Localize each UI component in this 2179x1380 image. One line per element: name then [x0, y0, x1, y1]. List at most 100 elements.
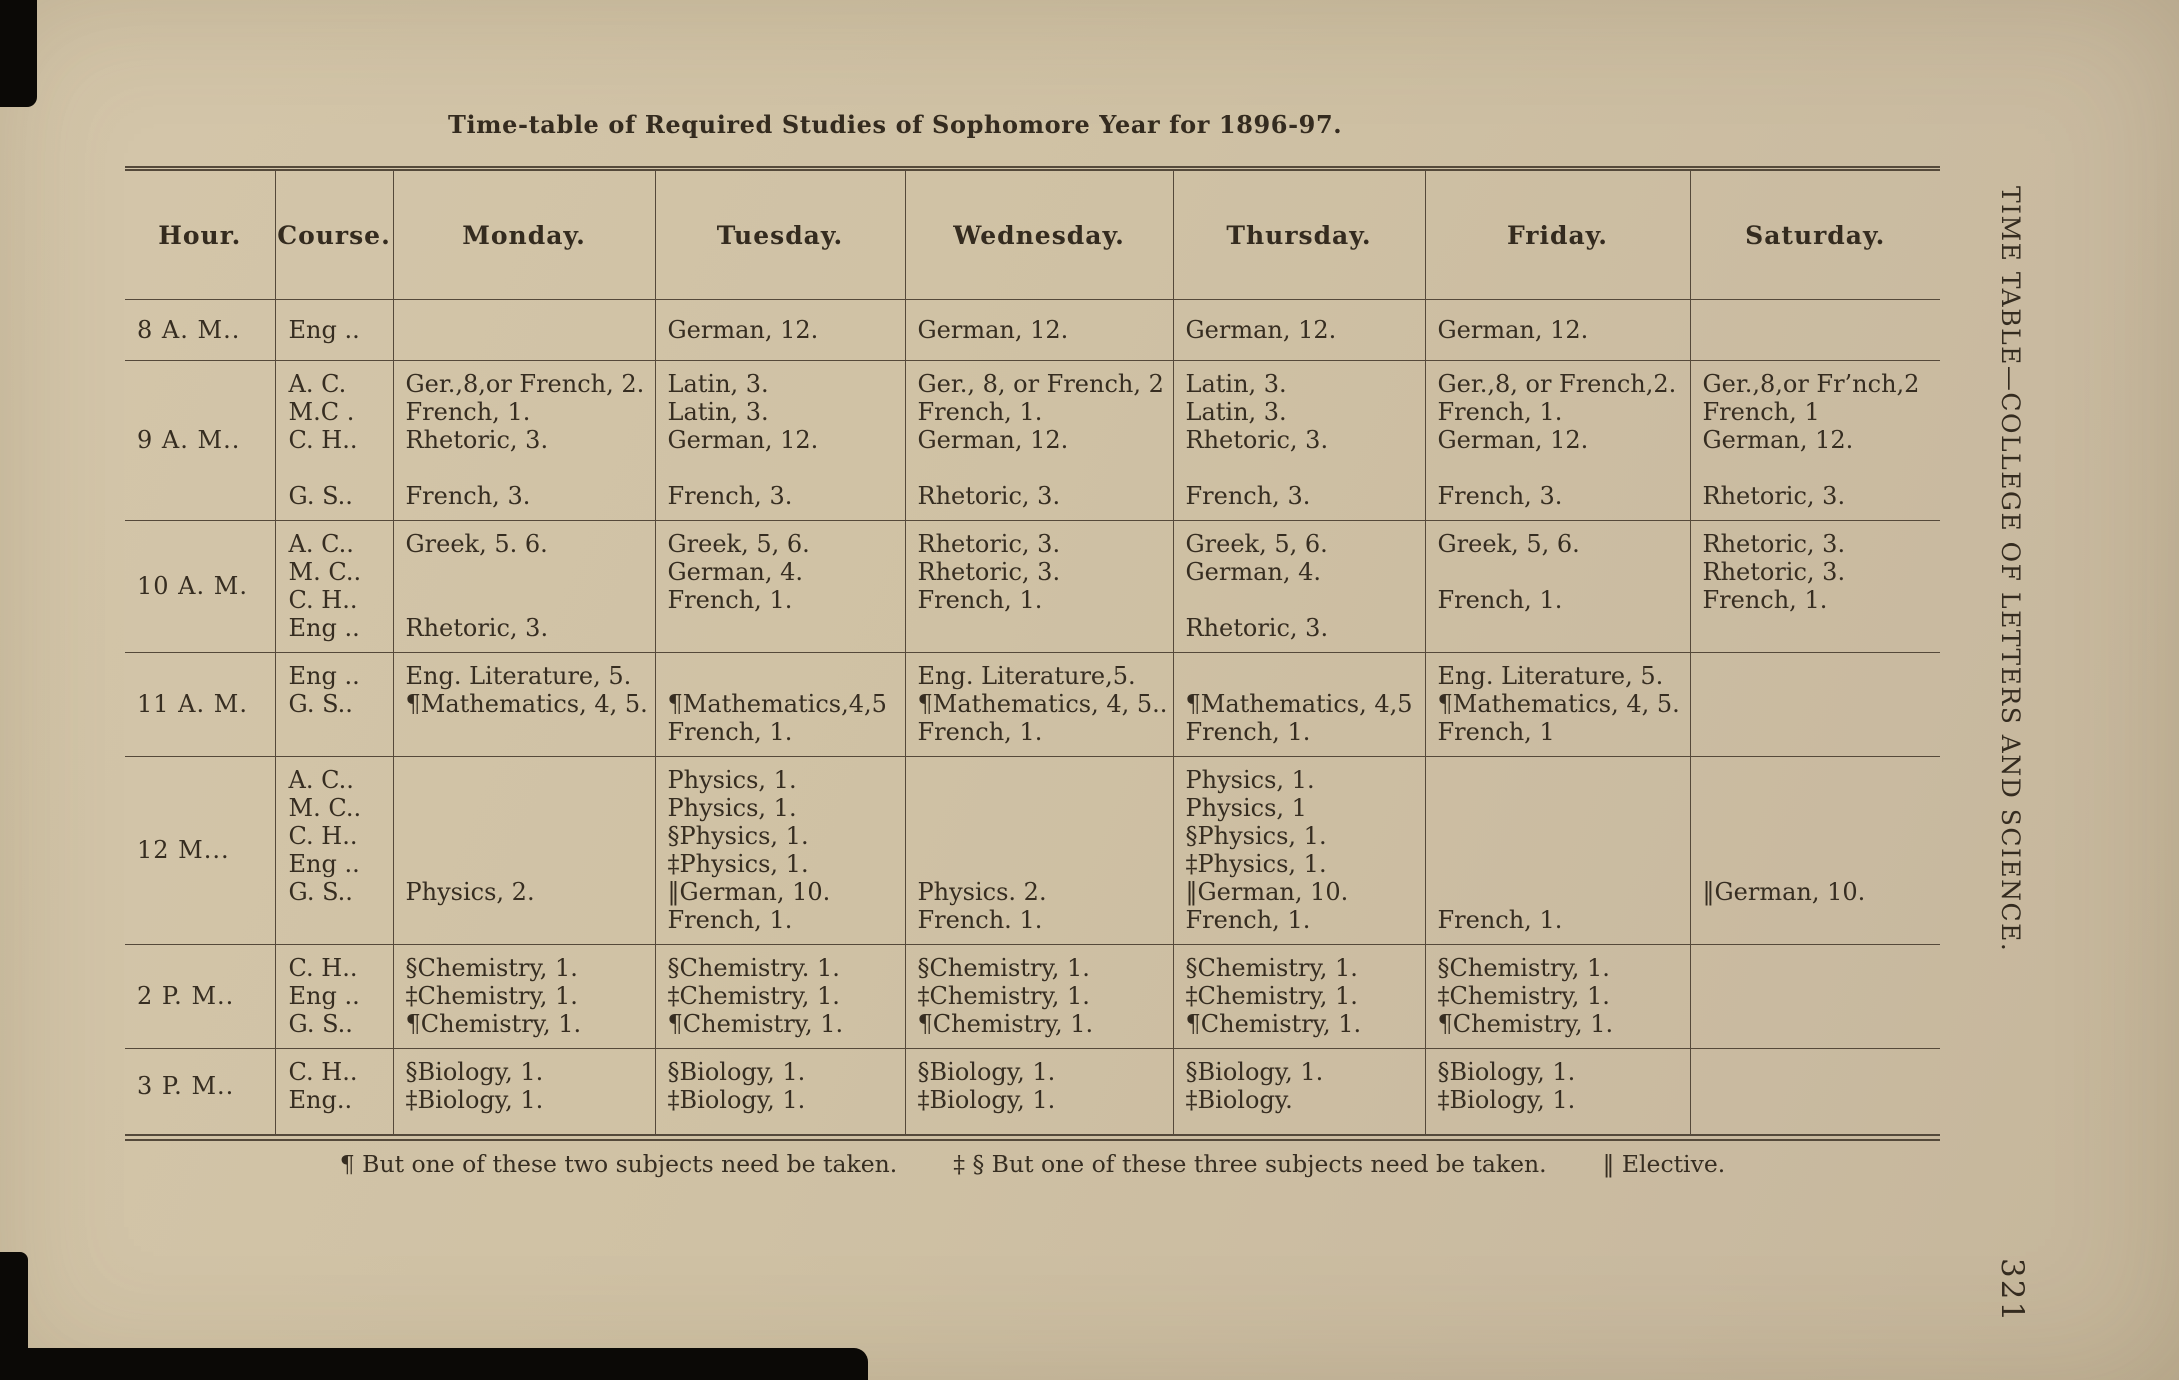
- cell-line: [1703, 690, 1937, 718]
- cell-line: [918, 850, 1169, 878]
- day-cell-saturday: [1689, 652, 1940, 757]
- day-cell-tuesday: Latin, 3. Latin, 3. German, 12. French, 3.: [654, 360, 905, 521]
- footnote-elective: ‖ Elective.: [1602, 1150, 1726, 1178]
- day-cell-friday: §Chemistry, 1. ‡Chemistry, 1. ¶Chemistry, …: [1424, 944, 1690, 1049]
- day-cell-monday: Physics, 2.: [392, 756, 655, 945]
- cell-line: ¶Chemistry, 1.: [405, 1010, 582, 1038]
- cell-line: ¶Chemistry, 1.: [917, 1010, 1094, 1038]
- cell-line: ¶Chemistry, 1.: [1437, 1010, 1614, 1038]
- cell-line: Latin, 3.: [1185, 370, 1287, 398]
- cell-line: ‡Chemistry, 1.: [405, 982, 578, 1010]
- column-header-wednesday: Wednesday.: [904, 171, 1173, 300]
- cell-line: Greek, 5, 6.: [1437, 530, 1580, 558]
- cell-line: French, 1.: [667, 586, 793, 614]
- cell-line: ¶Mathematics, 4, 5.: [1437, 690, 1680, 718]
- cell-line: [918, 822, 1169, 850]
- day-cell-wednesday: Eng. Literature,5. ¶Mathematics, 4, 5.. Fr…: [904, 652, 1173, 757]
- cell-line: [406, 822, 651, 850]
- day-cell-tuesday: §Biology, 1. ‡Biology, 1.: [654, 1048, 905, 1134]
- cell-line: Ger.,8,or Fr’nch,2: [1702, 370, 1920, 398]
- cell-line: ¶Mathematics, 4, 5..: [917, 690, 1168, 718]
- day-cell-thursday: §Biology, 1. ‡Biology.: [1172, 1048, 1425, 1134]
- timetable-body: 8 A. M.. Eng .. German, 12. German, 12. Ger…: [125, 299, 1940, 1134]
- cell-line: §Biology, 1.: [1437, 1058, 1576, 1086]
- cell-line: [1438, 822, 1686, 850]
- cell-line: ‡Chemistry, 1.: [1185, 982, 1358, 1010]
- cell-line: German, 12.: [917, 426, 1069, 454]
- cell-line: [1703, 662, 1937, 690]
- cell-line: §Biology, 1.: [917, 1058, 1056, 1086]
- hour-cell: 2 P. M..: [125, 944, 275, 1049]
- scan-edge-artifact-bottom-left: [0, 1252, 28, 1380]
- cell-line: French. 1.: [917, 906, 1043, 934]
- cell-line: ‡Biology, 1.: [667, 1086, 806, 1114]
- cell-line: [1703, 316, 1937, 344]
- cell-line: [668, 454, 901, 482]
- cell-line: [406, 454, 651, 482]
- cell-line: Eng. Literature, 5.: [405, 662, 632, 690]
- column-header-tuesday: Tuesday.: [654, 171, 905, 300]
- cell-line: C. H..: [288, 822, 358, 850]
- day-cell-monday: §Biology, 1. ‡Biology, 1.: [392, 1048, 655, 1134]
- cell-line: Physics, 2.: [405, 878, 535, 906]
- footnotes: ¶ But one of these two subjects need be …: [125, 1150, 1940, 1178]
- cell-line: [1438, 614, 1686, 642]
- cell-line: German, 12.: [667, 426, 819, 454]
- cell-line: G. S..: [288, 482, 353, 510]
- day-cell-friday: Eng. Literature, 5. ¶Mathematics, 4, 5. Fr…: [1424, 652, 1690, 757]
- cell-line: ‡Physics, 1.: [1185, 850, 1327, 878]
- cell-line: [1703, 954, 1937, 982]
- cell-line: [1438, 850, 1686, 878]
- cell-line: [1438, 878, 1686, 906]
- hour-cell: 3 P. M..: [125, 1048, 275, 1134]
- cell-line: C. H..: [288, 1058, 358, 1086]
- day-cell-thursday: Latin, 3. Latin, 3. Rhetoric, 3. French, 3…: [1172, 360, 1425, 521]
- cell-line: [1703, 794, 1937, 822]
- day-cell-saturday: ‖German, 10.: [1689, 756, 1940, 945]
- cell-line: [1703, 454, 1937, 482]
- cell-line: G. S..: [288, 690, 353, 718]
- cell-line: Physics, 1.: [1185, 766, 1315, 794]
- day-cell-thursday: Physics, 1. Physics, 1 §Physics, 1. ‡Physic…: [1172, 756, 1425, 945]
- cell-line: [1703, 718, 1937, 746]
- course-cell: Eng .. G. S..: [274, 652, 393, 757]
- margin-caption: TIME TABLE—COLLEGE OF LETTERS AND SCIENC…: [1996, 186, 2025, 953]
- footnote-dagger-section: ‡ § But one of these three subjects need…: [953, 1150, 1547, 1178]
- hour-cell: 10 A. M.: [125, 520, 275, 653]
- cell-line: Rhetoric, 3.: [1185, 426, 1329, 454]
- column-header-saturday: Saturday.: [1689, 171, 1940, 300]
- hour-cell: 8 A. M..: [137, 316, 241, 344]
- cell-line: Latin, 3.: [667, 398, 769, 426]
- cell-line: Physics, 1: [1185, 794, 1307, 822]
- cell-line: ‡Biology, 1.: [405, 1086, 544, 1114]
- day-cell-wednesday: §Chemistry, 1. ‡Chemistry, 1. ¶Chemistry, …: [904, 944, 1173, 1049]
- cell-line: French, 1.: [917, 586, 1043, 614]
- day-cell-thursday: ¶Mathematics, 4,5 French, 1.: [1172, 652, 1425, 757]
- cell-line: [1703, 982, 1937, 1010]
- day-cell-thursday: German, 12.: [1172, 299, 1425, 361]
- cell-line: ‡Chemistry, 1.: [667, 982, 840, 1010]
- cell-line: ‡Biology.: [1185, 1086, 1293, 1114]
- cell-line: Rhetoric, 3.: [1185, 614, 1329, 642]
- cell-line: French, 3.: [667, 482, 793, 510]
- cell-line: A. C.: [288, 370, 347, 398]
- day-cell-tuesday: German, 12.: [654, 299, 905, 361]
- day-cell-friday: Greek, 5, 6. French, 1.: [1424, 520, 1690, 653]
- cell-line: [918, 794, 1169, 822]
- day-cell-wednesday: §Biology, 1. ‡Biology, 1.: [904, 1048, 1173, 1134]
- cell-line: Rhetoric, 3.: [405, 614, 549, 642]
- day-cell-friday: §Biology, 1. ‡Biology, 1.: [1424, 1048, 1690, 1134]
- cell-line: Greek, 5, 6.: [1185, 530, 1328, 558]
- cell-line: [1703, 850, 1937, 878]
- cell-line: [406, 586, 651, 614]
- cell-line: C. H..: [288, 954, 358, 982]
- day-cell-monday: [392, 299, 655, 361]
- day-cell-thursday: Greek, 5, 6. German, 4. Rhetoric, 3.: [1172, 520, 1425, 653]
- cell-line: [406, 906, 651, 934]
- cell-line: Rhetoric, 3.: [1702, 530, 1846, 558]
- column-header-thursday: Thursday.: [1172, 171, 1425, 300]
- cell-line: [289, 718, 389, 746]
- day-cell-monday: Ger.,8,or French, 2. French, 1. Rhetoric, …: [392, 360, 655, 521]
- column-header-course: Course.: [274, 171, 393, 300]
- day-cell-monday: Greek, 5. 6. Rhetoric, 3.: [392, 520, 655, 653]
